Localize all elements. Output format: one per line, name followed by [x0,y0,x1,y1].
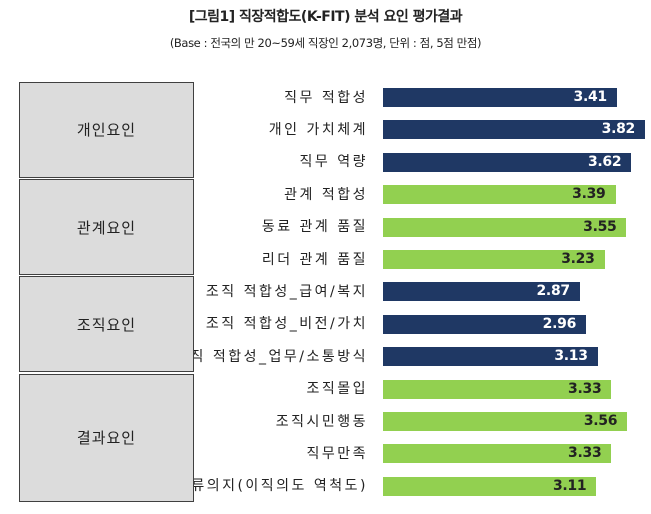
bar [383,120,645,140]
bar-label: 잔류의지(이직의도 역척도) [175,478,368,495]
bar [383,476,597,496]
bar-label: 직무 역량 [299,154,368,171]
bar-label: 조직 적합성_급여/복지 [205,283,368,300]
bar [383,412,628,431]
bar-label: 관계 적합성 [284,186,368,203]
bar [383,217,627,237]
bar-value-label: 3.13 [554,348,588,365]
bar [383,250,605,269]
bar [383,347,598,367]
bar-value-label: 3.23 [561,251,595,267]
bar [383,314,587,334]
bar-value-label: 3.33 [568,380,602,397]
bar [383,88,617,107]
bar-value-label: 3.39 [572,186,606,203]
bar-label: 개인 가치체계 [268,121,368,138]
bar-value-label: 3.62 [587,153,622,170]
bar-label: 조직시민행동 [275,413,368,430]
bar-label: 동료 관계 품질 [261,219,368,236]
bar-value-label: 2.96 [542,315,577,332]
bar [383,185,616,205]
bar-value-label: 3.55 [583,218,617,235]
group-box: 개인요인 [19,82,194,178]
bar [383,282,580,302]
bar-value-label: 3.33 [568,445,602,462]
bar [383,379,612,399]
bar-label: 조직 적합성_비전/가치 [205,316,368,333]
bar-value-label: 3.82 [601,121,636,138]
bar [383,152,632,172]
group-box: 결과요인 [19,373,194,502]
bar-label: 리더 관계 품질 [261,251,368,268]
group-box: 관계요인 [19,179,194,275]
chart-title: [그림1] 직장적합도(K-FIT) 분석 요인 평가결과 [188,9,463,25]
group-box: 조직요인 [19,276,194,373]
bar-value-label: 2.87 [536,283,570,300]
bar-label: 직무만족 [306,445,368,462]
bar-label: 직무 적합성 [284,89,368,106]
bar-value-label: 3.11 [552,477,587,494]
chart-subtitle: (Base : 전국의 만 20~59세 직장인 2,073명, 단위 : 점,… [169,36,482,50]
bar-label: 조직 적합성_업무/소통방식 [175,348,368,365]
bar-label: 조직몰입 [306,381,368,398]
bar [383,444,612,464]
bar-value-label: 3.41 [573,89,608,105]
bar-value-label: 3.56 [583,413,618,429]
